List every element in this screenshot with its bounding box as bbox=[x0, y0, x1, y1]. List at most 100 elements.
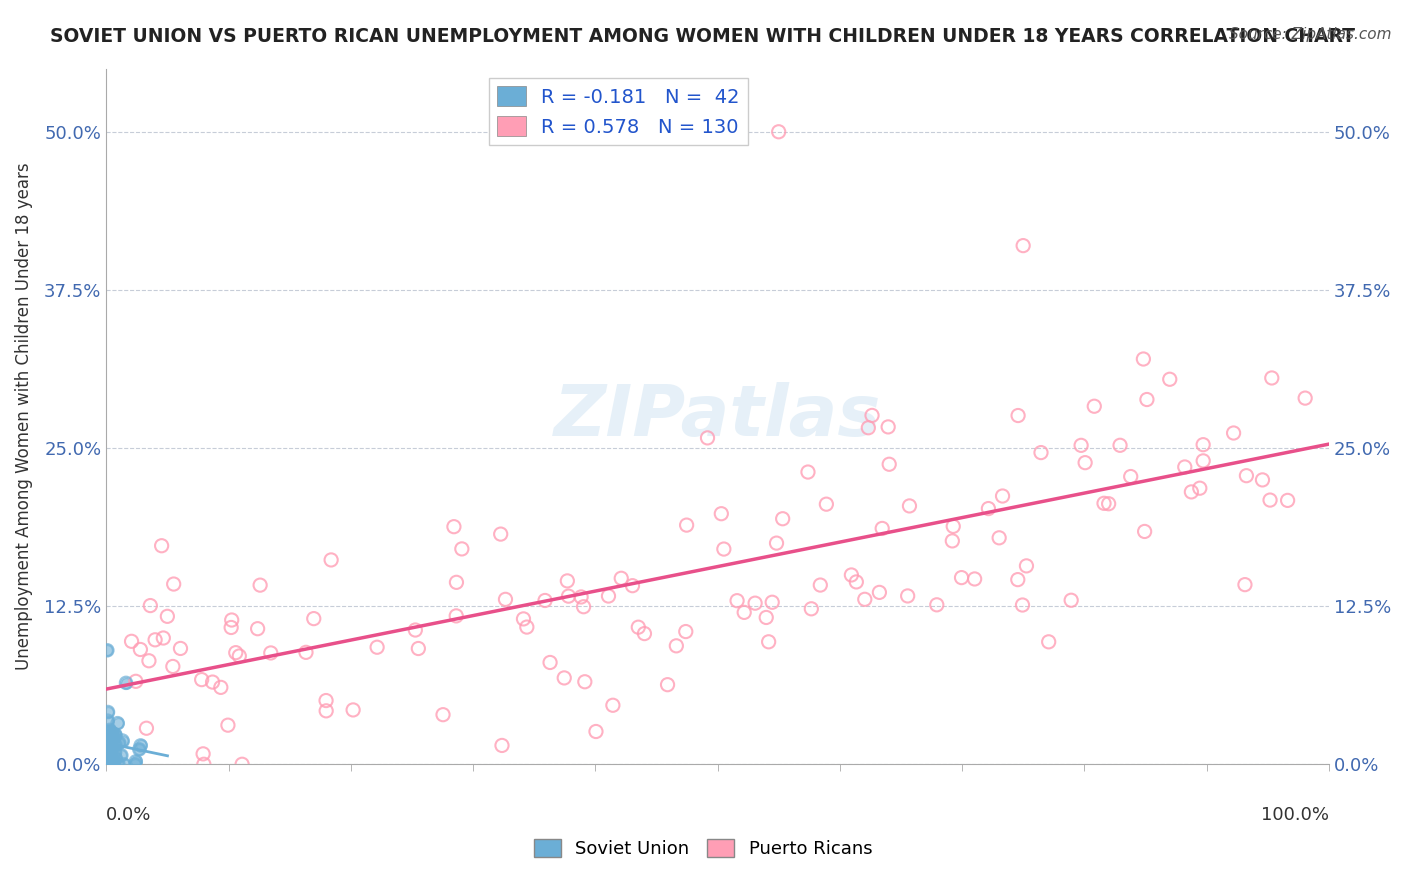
Point bbox=[450, 541, 472, 556]
Point bbox=[101, 757, 124, 772]
Point bbox=[898, 499, 921, 513]
Point bbox=[1233, 577, 1256, 591]
Point bbox=[209, 681, 232, 695]
Point bbox=[977, 501, 1000, 516]
Point bbox=[808, 578, 831, 592]
Point bbox=[557, 589, 579, 603]
Point bbox=[104, 745, 127, 759]
Y-axis label: Unemployment Among Women with Children Under 18 years: Unemployment Among Women with Children U… bbox=[15, 162, 32, 670]
Point bbox=[404, 623, 426, 637]
Point bbox=[139, 599, 162, 613]
Point bbox=[111, 733, 134, 747]
Point bbox=[800, 602, 823, 616]
Point bbox=[1192, 454, 1215, 468]
Point bbox=[112, 757, 135, 772]
Point bbox=[104, 738, 127, 752]
Point bbox=[963, 572, 986, 586]
Point bbox=[100, 747, 122, 762]
Point bbox=[627, 620, 650, 634]
Point bbox=[125, 674, 148, 689]
Point bbox=[103, 753, 125, 767]
Point bbox=[201, 675, 224, 690]
Point bbox=[1261, 371, 1284, 385]
Point bbox=[444, 608, 467, 623]
Point bbox=[761, 595, 783, 609]
Point bbox=[110, 748, 132, 763]
Point bbox=[104, 751, 127, 765]
Point bbox=[765, 536, 787, 550]
Point bbox=[1251, 473, 1274, 487]
Point bbox=[97, 724, 120, 739]
Point bbox=[744, 596, 766, 610]
Point bbox=[104, 745, 127, 759]
Point bbox=[657, 678, 679, 692]
Point bbox=[97, 757, 120, 772]
Point bbox=[97, 736, 120, 750]
Point bbox=[295, 645, 318, 659]
Point bbox=[104, 729, 127, 743]
Point bbox=[129, 642, 152, 657]
Point bbox=[302, 612, 325, 626]
Point bbox=[101, 726, 124, 740]
Point bbox=[97, 726, 120, 740]
Point bbox=[1029, 445, 1052, 459]
Point bbox=[108, 736, 131, 750]
Point bbox=[125, 755, 148, 769]
Point bbox=[221, 613, 243, 627]
Point bbox=[104, 738, 127, 752]
Point bbox=[101, 757, 124, 772]
Point bbox=[96, 757, 118, 772]
Point bbox=[342, 703, 364, 717]
Legend: Soviet Union, Puerto Ricans: Soviet Union, Puerto Ricans bbox=[526, 831, 880, 865]
Point bbox=[152, 631, 174, 645]
Point bbox=[103, 753, 125, 767]
Point bbox=[1277, 493, 1299, 508]
Point bbox=[129, 739, 152, 753]
Point bbox=[1098, 497, 1121, 511]
Point bbox=[156, 609, 179, 624]
Text: Source: ZipAtlas.com: Source: ZipAtlas.com bbox=[1229, 27, 1392, 42]
Point bbox=[877, 457, 900, 471]
Point bbox=[1007, 573, 1029, 587]
Point bbox=[125, 755, 148, 769]
Point bbox=[121, 634, 143, 648]
Point bbox=[98, 757, 121, 772]
Point bbox=[124, 757, 146, 772]
Point bbox=[713, 542, 735, 557]
Point bbox=[98, 739, 121, 753]
Point bbox=[1188, 481, 1211, 495]
Point bbox=[768, 125, 790, 139]
Point bbox=[408, 641, 430, 656]
Point bbox=[569, 590, 592, 604]
Point bbox=[108, 736, 131, 750]
Point bbox=[1222, 425, 1244, 440]
Point bbox=[1174, 460, 1197, 475]
Point bbox=[925, 598, 948, 612]
Point bbox=[1180, 484, 1202, 499]
Point bbox=[249, 578, 271, 592]
Point bbox=[574, 674, 596, 689]
Point bbox=[101, 731, 124, 746]
Point bbox=[101, 726, 124, 740]
Point bbox=[858, 421, 880, 435]
Text: 0.0%: 0.0% bbox=[107, 806, 152, 824]
Point bbox=[1109, 438, 1132, 452]
Point bbox=[115, 676, 138, 690]
Point bbox=[621, 579, 644, 593]
Point bbox=[169, 641, 191, 656]
Point bbox=[97, 724, 120, 739]
Point bbox=[1132, 351, 1154, 366]
Point bbox=[260, 646, 283, 660]
Point bbox=[495, 592, 517, 607]
Text: ZIPatlas: ZIPatlas bbox=[554, 382, 882, 450]
Point bbox=[1234, 468, 1257, 483]
Point bbox=[758, 635, 780, 649]
Point bbox=[112, 757, 135, 772]
Point bbox=[489, 527, 512, 541]
Point bbox=[1074, 456, 1097, 470]
Point bbox=[225, 646, 247, 660]
Point bbox=[696, 431, 718, 445]
Point bbox=[534, 593, 557, 607]
Point bbox=[665, 639, 688, 653]
Point bbox=[897, 589, 920, 603]
